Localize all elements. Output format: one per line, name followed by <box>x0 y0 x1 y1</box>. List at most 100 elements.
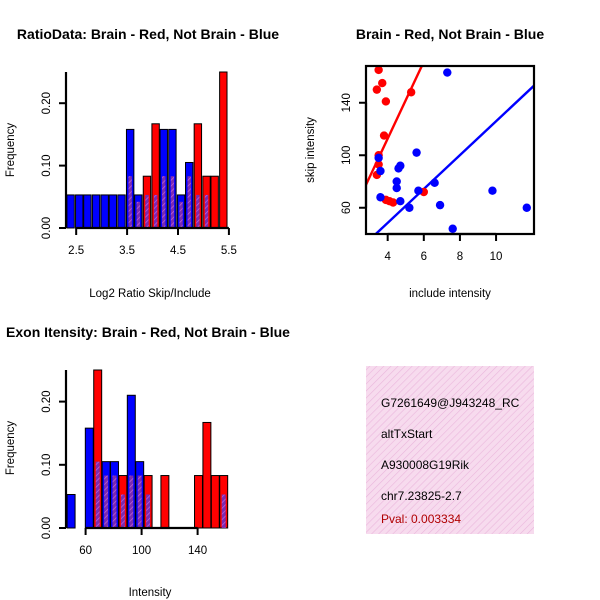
scatter-point-blue <box>376 166 385 176</box>
ratio-bar-not-brain <box>83 194 92 229</box>
scatter-plot-area <box>366 66 534 234</box>
ratio-bar-brain <box>210 175 219 229</box>
intensity-bar-overlap <box>95 461 100 528</box>
ratio-bar-overlap <box>179 201 183 228</box>
scatter-x-tick-label: 8 <box>457 251 463 263</box>
intensity-y-tick-label: 0.10 <box>41 454 53 476</box>
intensity-axes: 60 100 140 0.00 0.10 0.20 <box>41 370 207 557</box>
ratio-bar-not-brain <box>91 194 101 229</box>
scatter-point-red <box>374 66 383 75</box>
ratio-bar-not-brain <box>117 194 126 229</box>
ratio-x-tick-label: 3.5 <box>119 245 135 257</box>
ratio-bar-overlap <box>204 194 209 228</box>
info-box-background <box>366 366 534 534</box>
info-pval: Pval: 0.003334 <box>381 512 461 526</box>
scatter-x-tick-label: 6 <box>421 251 427 263</box>
ratio-axes: 2.5 3.5 4.5 5.5 0.00 0.10 0.20 <box>41 72 237 257</box>
ratio-y-tick-label: 0.20 <box>41 92 53 114</box>
scatter-point-blue <box>414 186 423 195</box>
scatter-point-blue <box>396 161 405 170</box>
ratio-bar-overlap <box>170 176 175 228</box>
scatter-point-red <box>379 131 389 140</box>
intensity-bar-brain <box>202 421 212 529</box>
intensity-y-axis-label: Frequency <box>5 421 17 476</box>
intensity-y-tick-label: 0.00 <box>41 517 53 539</box>
info-event-type: altTxStart <box>381 427 433 441</box>
scatter-x-tick-label: 10 <box>490 251 503 263</box>
intensity-bar-brain <box>160 475 170 529</box>
info-gene-name: A930008G19Rik <box>381 458 470 472</box>
intensity-bar-brain <box>194 475 203 529</box>
intensity-y-tick-label: 0.20 <box>41 390 53 412</box>
scatter-point-blue <box>392 177 401 186</box>
scatter-point-red <box>372 85 382 94</box>
ratio-chart-title: RatioData: Brain - Red, Not Brain - Blue <box>17 26 279 42</box>
scatter-plot <box>366 66 534 234</box>
ratio-bar-not-brain <box>108 194 118 229</box>
info-probe-id: G7261649@J943248_RC <box>381 396 520 410</box>
intensity-x-tick-label: 60 <box>79 545 92 557</box>
ratio-bar-overlap <box>196 194 200 228</box>
ratio-bar-brain <box>219 71 228 229</box>
scatter-y-tick-label: 140 <box>341 93 353 112</box>
scatter-plot-frame <box>364 64 536 236</box>
scatter-point-red <box>374 160 383 169</box>
scatter-axes: 4 6 8 10 60 100 140 <box>341 64 536 263</box>
scatter-point-blue <box>430 178 439 188</box>
ratio-bar-not-brain <box>75 194 84 229</box>
scatter-fit-line-blue <box>374 84 534 234</box>
intensity-bar-overlap <box>129 475 134 528</box>
scatter-point-blue <box>522 203 531 212</box>
scatter-y-tick-label: 100 <box>341 146 353 165</box>
scatter-point-blue <box>448 224 457 233</box>
ratio-histogram-panel: RatioData: Brain - Red, Not Brain - Blue… <box>5 26 279 300</box>
intensity-x-tick-label: 140 <box>188 545 207 557</box>
scatter-point-blue <box>376 193 385 202</box>
scatter-point-red <box>406 88 416 97</box>
scatter-point-blue <box>412 148 421 157</box>
intensity-histogram-panel: Exon Itensity: Brain - Red, Not Brain - … <box>5 324 290 599</box>
ratio-bar-overlap <box>128 176 132 228</box>
intensity-bar-overlap <box>146 494 151 528</box>
intensity-chart-title: Exon Itensity: Brain - Red, Not Brain - … <box>6 324 290 340</box>
ratio-y-tick-label: 0.10 <box>41 154 53 176</box>
scatter-x-axis-label: include intensity <box>409 288 491 300</box>
ratio-bar-overlap <box>136 201 140 228</box>
ratio-bar-overlap <box>162 176 166 228</box>
intensity-bar-not-brain <box>84 427 94 529</box>
scatter-point-red <box>378 78 387 88</box>
scatter-chart-title: Brain - Red, Not Brain - Blue <box>356 26 544 42</box>
intensity-bar-not-brain <box>66 494 76 529</box>
intensity-bar-overlap <box>120 494 125 528</box>
ratio-bar-overlap <box>153 194 158 228</box>
scatter-fit-line-red <box>366 66 424 186</box>
scatter-x-tick-label: 4 <box>384 251 391 263</box>
scatter-panel: Brain - Red, Not Brain - Blue include in… <box>305 26 544 300</box>
ratio-bars <box>66 71 228 229</box>
scatter-point-blue <box>443 68 452 77</box>
ratio-x-axis-label: Log2 Ratio Skip/Include <box>89 288 210 300</box>
info-box: G7261649@J943248_RC altTxStart A930008G1… <box>366 366 534 534</box>
scatter-point-red <box>388 198 398 207</box>
ratio-bar-not-brain <box>66 194 75 229</box>
info-location: chr7.23825-2.7 <box>381 489 462 503</box>
intensity-bar-brain <box>210 475 220 529</box>
intensity-bar-overlap <box>112 475 117 528</box>
scatter-point-blue <box>488 186 497 195</box>
scatter-point-blue <box>374 153 383 163</box>
scatter-point-blue <box>435 200 445 210</box>
ratio-bar-overlap <box>187 176 191 228</box>
ratio-x-tick-label: 2.5 <box>68 245 84 257</box>
intensity-bars <box>66 369 229 529</box>
ratio-y-tick-label: 0.00 <box>41 217 53 239</box>
scatter-y-axis-label: skip intensity <box>305 117 317 183</box>
ratio-bar-overlap <box>145 194 149 228</box>
ratio-x-tick-label: 5.5 <box>221 245 237 257</box>
intensity-bar-overlap <box>137 475 142 528</box>
scatter-y-tick-label: 60 <box>341 201 353 214</box>
intensity-x-tick-label: 100 <box>132 545 151 557</box>
scatter-point-blue <box>392 183 401 193</box>
scatter-point-red <box>381 97 391 106</box>
intensity-bar-overlap <box>221 494 226 528</box>
